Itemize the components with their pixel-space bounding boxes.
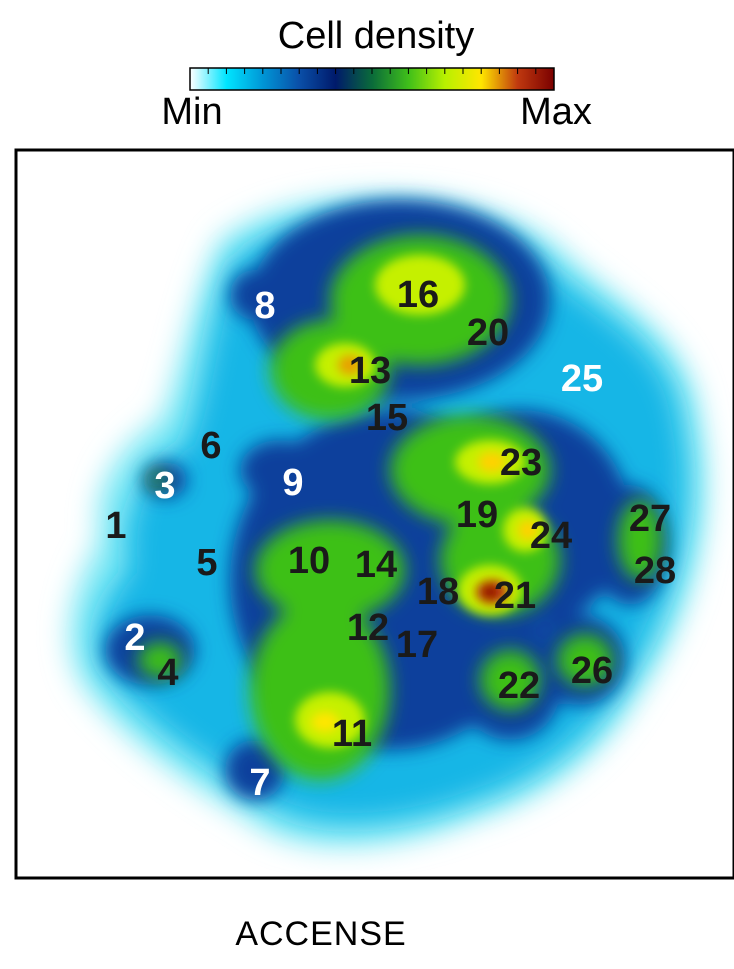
cluster-label-17: 17 — [396, 624, 438, 666]
cluster-label-20: 20 — [467, 312, 509, 354]
cluster-label-9: 9 — [282, 462, 303, 504]
cluster-label-19: 19 — [456, 494, 498, 536]
cluster-label-15: 15 — [366, 397, 408, 439]
cluster-label-5: 5 — [196, 542, 217, 584]
cluster-label-14: 14 — [355, 544, 397, 586]
colorbar-ticks — [207, 68, 537, 74]
cluster-label-26: 26 — [571, 650, 613, 692]
cluster-label-12: 12 — [347, 607, 389, 649]
cluster-label-7: 7 — [249, 762, 270, 804]
density-heatmap — [69, 196, 707, 847]
figure-caption: ACCENSE — [235, 915, 406, 953]
cluster-label-18: 18 — [417, 571, 459, 613]
cluster-label-23: 23 — [500, 442, 542, 484]
cluster-label-3: 3 — [154, 465, 175, 507]
cluster-label-6: 6 — [200, 425, 221, 467]
cluster-label-22: 22 — [498, 665, 540, 707]
colorbar-min-label: Min — [161, 91, 222, 133]
cluster-label-27: 27 — [629, 498, 671, 540]
colorbar-max-label: Max — [520, 91, 592, 133]
cluster-label-28: 28 — [634, 550, 676, 592]
cluster-label-25: 25 — [561, 358, 603, 400]
cluster-label-10: 10 — [288, 540, 330, 582]
cluster-label-4: 4 — [157, 652, 178, 694]
cluster-label-8: 8 — [254, 285, 275, 327]
cluster-labels: 1234567891011121314151617181920212223242… — [105, 274, 676, 804]
cluster-label-2: 2 — [124, 617, 145, 659]
cluster-label-16: 16 — [397, 274, 439, 316]
cluster-label-1: 1 — [105, 505, 126, 547]
cluster-label-24: 24 — [530, 515, 572, 557]
cluster-label-21: 21 — [494, 575, 536, 617]
colorbar-title: Cell density — [278, 15, 474, 57]
cluster-label-11: 11 — [332, 713, 372, 755]
cluster-label-13: 13 — [349, 350, 391, 392]
